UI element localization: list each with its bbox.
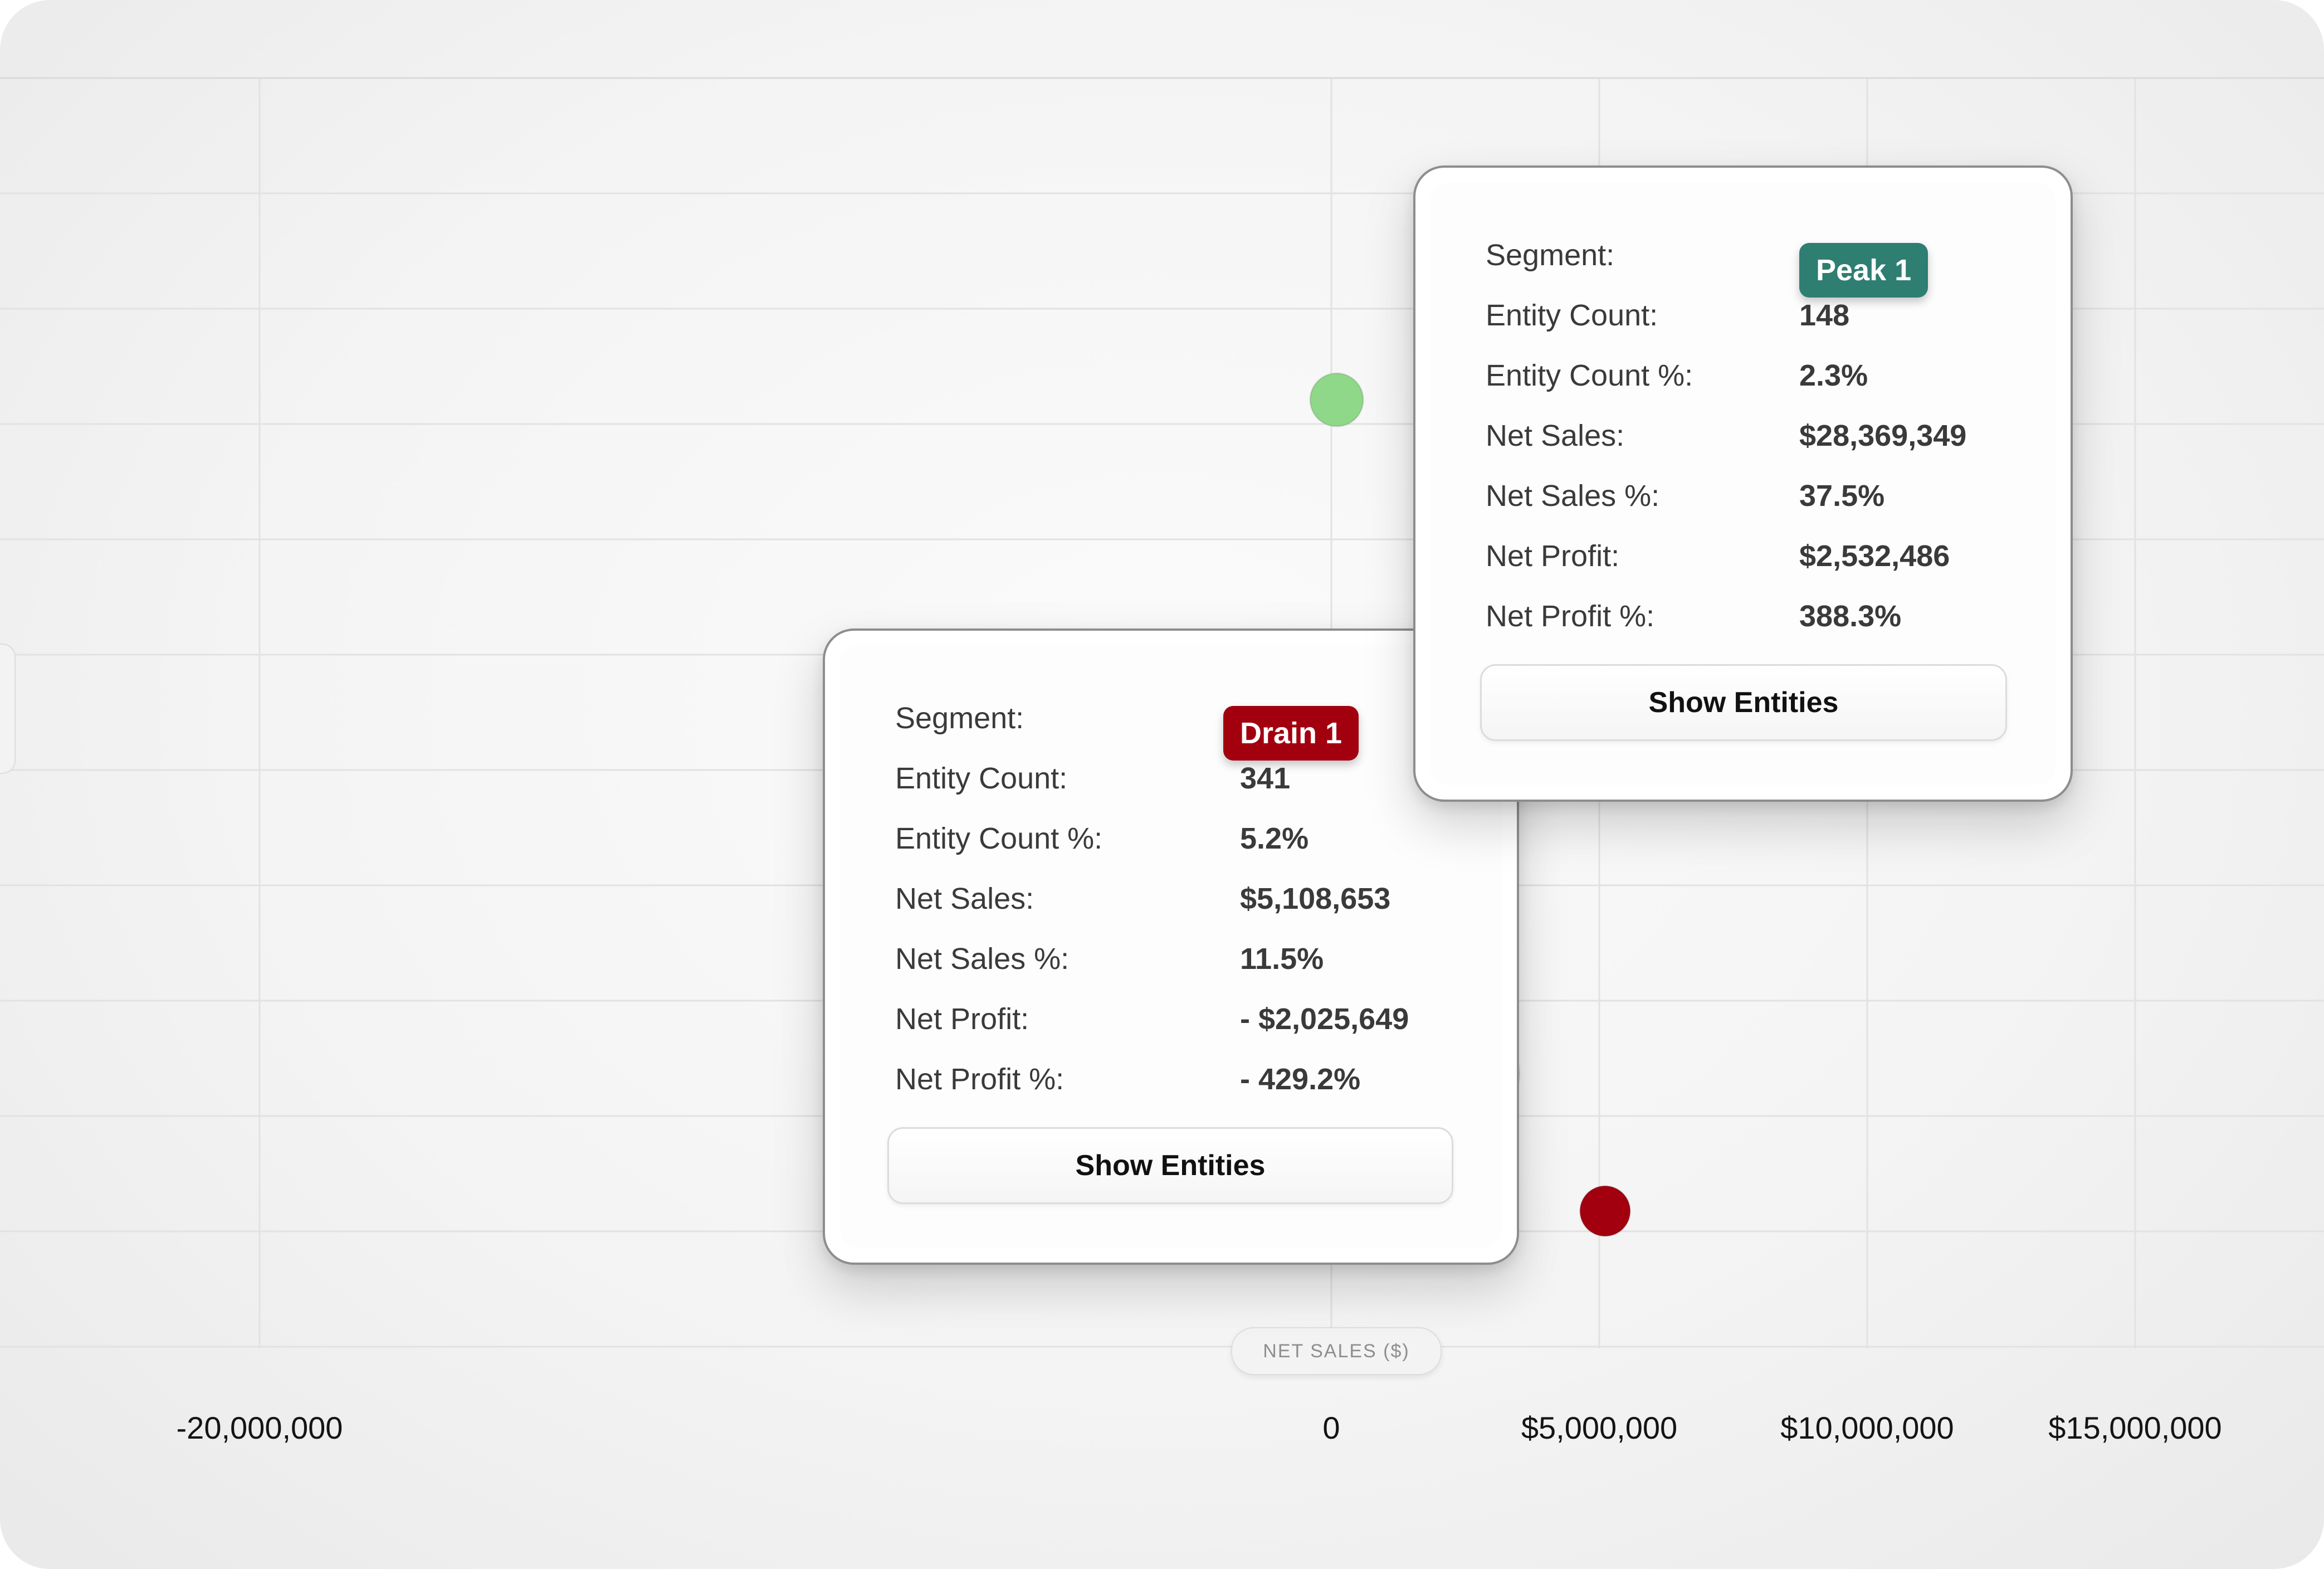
row-value: 11.5% [1240, 942, 1324, 976]
bubble-point[interactable] [1309, 372, 1364, 427]
row-label: Net Profit %: [895, 1063, 1065, 1096]
show-entities-button[interactable]: Show Entities [887, 1127, 1453, 1204]
row-label: Net Sales: [1486, 419, 1625, 452]
row-value: 341 [1240, 762, 1291, 795]
x-tick-label: 0 [1322, 1410, 1340, 1445]
x-axis-label: NET SALES ($) [1231, 1327, 1442, 1375]
x-tick-label: $10,000,000 [1780, 1410, 1954, 1445]
row-value: 37.5% [1799, 479, 1885, 513]
segment-tooltip-drain: Segment: Drain 1 Entity Count: 341 Entit… [823, 628, 1519, 1265]
segment-badge: Peak 1 [1799, 243, 1928, 298]
x-tick-label: $5,000,000 [1521, 1410, 1678, 1445]
segment-label: Segment: [1486, 238, 1615, 272]
row-value: - $2,025,649 [1240, 1002, 1409, 1036]
show-entities-button[interactable]: Show Entities [1480, 664, 2007, 741]
segment-label: Segment: [895, 701, 1024, 735]
row-value: 2.3% [1799, 359, 1868, 392]
row-value: 5.2% [1240, 822, 1309, 855]
row-label: Net Profit %: [1486, 600, 1655, 633]
row-label: Net Profit: [895, 1002, 1029, 1036]
row-value: 388.3% [1799, 600, 1902, 633]
row-label: Net Profit: [1486, 539, 1620, 573]
segment-badge: Drain 1 [1223, 706, 1359, 761]
row-value: - 429.2% [1240, 1063, 1361, 1096]
row-value: $2,532,486 [1799, 539, 1950, 573]
row-label: Net Sales %: [895, 942, 1070, 976]
x-tick-label: 20,000,000 [2286, 1410, 2324, 1446]
row-value: 148 [1799, 299, 1850, 332]
row-label: Entity Count: [1486, 299, 1658, 332]
row-label: Net Sales: [895, 882, 1034, 915]
x-tick-label: -20,000,000 [176, 1410, 343, 1445]
side-panel-handle[interactable] [0, 644, 16, 774]
row-label: Net Sales %: [1486, 479, 1660, 513]
row-label: Entity Count: [895, 762, 1068, 795]
segment-tooltip-peak: Segment: Peak 1 Entity Count: 148 Entity… [1413, 165, 2073, 802]
tooltip-body: Segment: Drain 1 Entity Count: 341 Entit… [839, 645, 1502, 1248]
x-tick-label: $15,000,000 [2048, 1410, 2222, 1445]
row-value: $5,108,653 [1240, 882, 1391, 915]
row-label: Entity Count %: [895, 822, 1103, 855]
tooltip-body: Segment: Peak 1 Entity Count: 148 Entity… [1430, 182, 2056, 785]
row-value: $28,369,349 [1799, 419, 1967, 452]
bubble-point[interactable] [1579, 1185, 1632, 1237]
row-label: Entity Count %: [1486, 359, 1693, 392]
